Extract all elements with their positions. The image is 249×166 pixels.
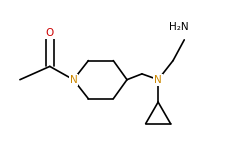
Text: O: O (46, 28, 54, 38)
Text: H₂N: H₂N (170, 22, 189, 32)
Text: N: N (154, 75, 162, 85)
Text: N: N (69, 75, 77, 85)
